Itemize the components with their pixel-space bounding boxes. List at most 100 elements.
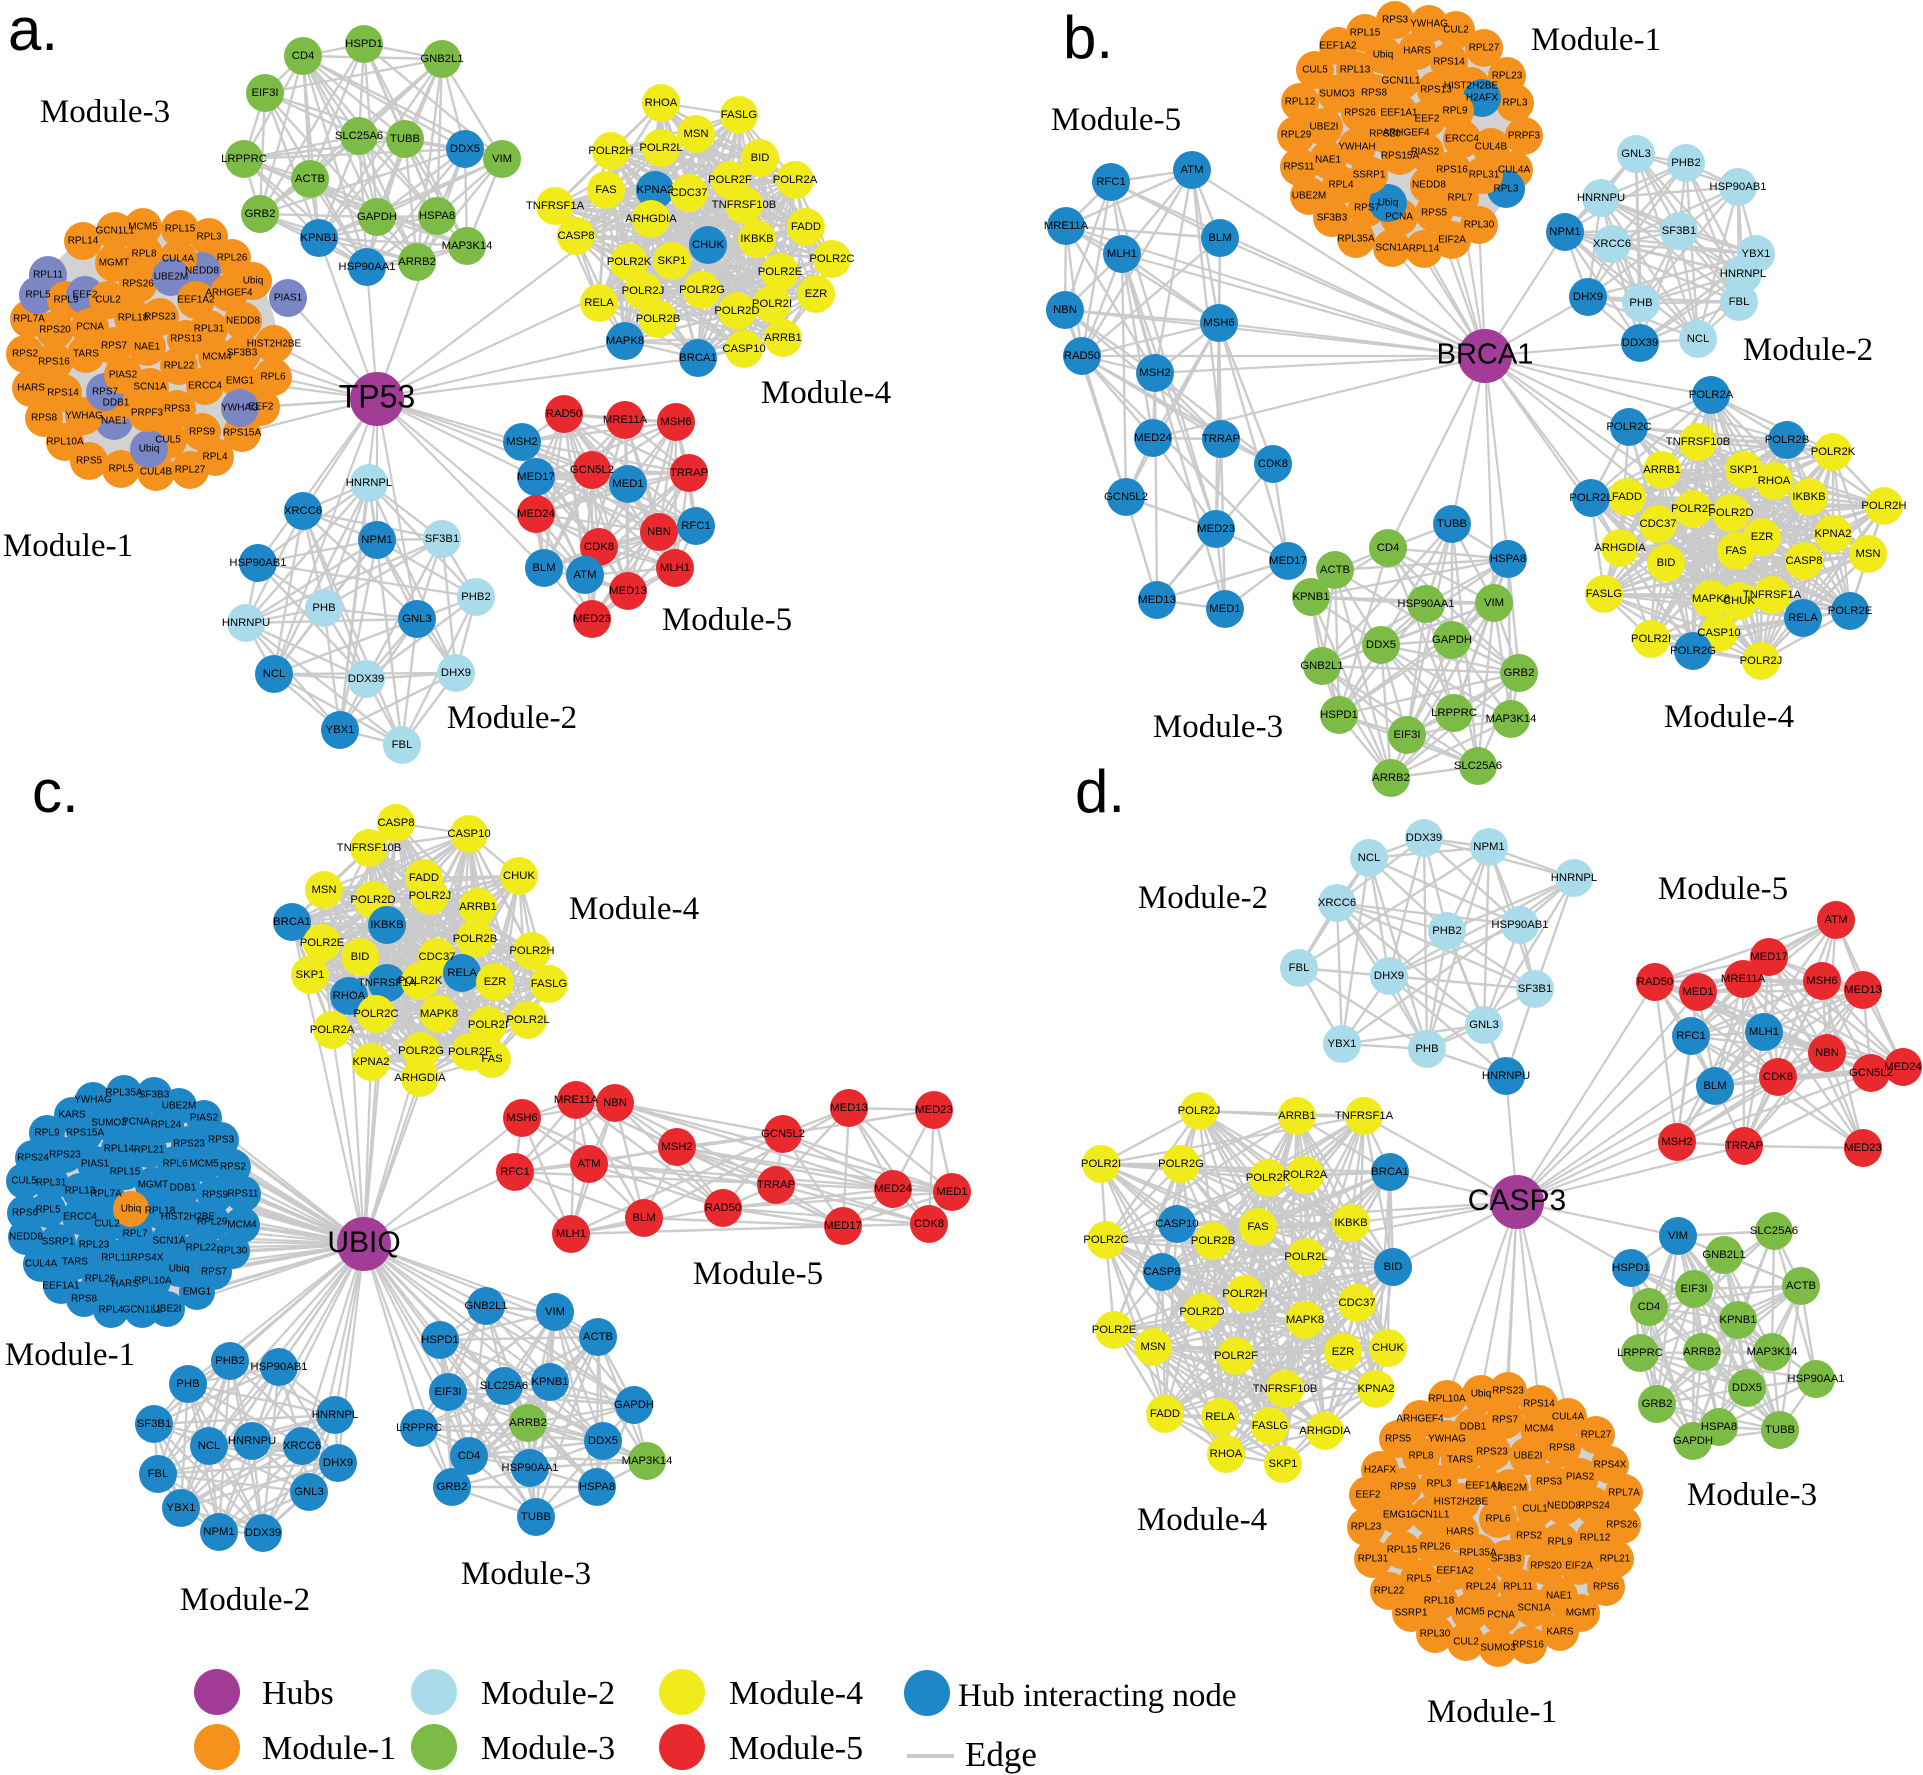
svg-text:RPS8: RPS8 xyxy=(71,1294,98,1305)
svg-text:RPS7: RPS7 xyxy=(1492,1415,1519,1426)
svg-text:POLR2G: POLR2G xyxy=(679,284,725,296)
svg-text:RPL27: RPL27 xyxy=(1469,43,1500,54)
svg-text:RPL14: RPL14 xyxy=(68,236,99,247)
svg-text:MED17: MED17 xyxy=(824,1220,862,1232)
svg-text:RPL8: RPL8 xyxy=(1408,1451,1433,1462)
svg-text:DDB1: DDB1 xyxy=(1460,1422,1487,1433)
svg-text:ARRB2: ARRB2 xyxy=(1372,772,1410,784)
svg-text:POLR2A: POLR2A xyxy=(310,1024,355,1036)
svg-text:DDX5: DDX5 xyxy=(1366,639,1396,651)
svg-text:ARRB2: ARRB2 xyxy=(1683,1346,1721,1358)
svg-text:RPL10A: RPL10A xyxy=(1428,1394,1466,1405)
svg-text:RPL11: RPL11 xyxy=(33,270,63,281)
svg-text:RAD50: RAD50 xyxy=(1064,350,1100,362)
svg-text:BRCA1: BRCA1 xyxy=(273,916,311,928)
svg-text:RPL3: RPL3 xyxy=(196,232,221,243)
svg-text:NBN: NBN xyxy=(1053,304,1077,316)
svg-text:UBE2M: UBE2M xyxy=(162,1101,196,1112)
svg-text:SF3B3: SF3B3 xyxy=(227,348,258,359)
svg-text:MAPK8: MAPK8 xyxy=(420,1008,458,1020)
svg-text:TUBB: TUBB xyxy=(390,133,420,145)
svg-text:RPL7A: RPL7A xyxy=(90,1189,122,1200)
svg-text:POLR2C: POLR2C xyxy=(1083,1234,1128,1246)
svg-text:POLR2K: POLR2K xyxy=(607,256,652,268)
svg-text:EMG1: EMG1 xyxy=(183,1287,212,1298)
svg-text:POLR2G: POLR2G xyxy=(1158,1158,1204,1170)
svg-text:YWHAH: YWHAH xyxy=(1338,142,1375,153)
svg-text:TARS: TARS xyxy=(1447,1455,1473,1466)
svg-text:FASLG: FASLG xyxy=(531,978,567,990)
svg-text:DDX5: DDX5 xyxy=(450,143,480,155)
svg-text:RPL18: RPL18 xyxy=(118,313,149,324)
svg-text:KPNA2: KPNA2 xyxy=(352,1056,389,1068)
svg-text:GNL3: GNL3 xyxy=(294,1486,324,1498)
svg-text:ARHGDIA: ARHGDIA xyxy=(1299,1425,1351,1437)
svg-text:MSH6: MSH6 xyxy=(506,1112,537,1124)
svg-text:NPM1: NPM1 xyxy=(361,534,392,546)
svg-text:PIAS2: PIAS2 xyxy=(190,1113,219,1124)
svg-text:ARRB1: ARRB1 xyxy=(1643,464,1681,476)
svg-text:IKBKB: IKBKB xyxy=(1792,491,1825,503)
svg-text:CASP10: CASP10 xyxy=(447,828,490,840)
svg-text:RPS2: RPS2 xyxy=(220,1162,247,1173)
svg-text:FBL: FBL xyxy=(392,739,413,751)
svg-text:EEF1A2: EEF1A2 xyxy=(1436,1566,1474,1577)
svg-text:RPS20: RPS20 xyxy=(1530,1561,1562,1572)
svg-text:ATM: ATM xyxy=(1824,914,1847,926)
svg-text:MSH6: MSH6 xyxy=(1806,975,1837,987)
svg-text:NPM1: NPM1 xyxy=(1549,226,1580,238)
svg-text:MED13: MED13 xyxy=(1138,594,1176,606)
svg-text:Module-2: Module-2 xyxy=(1138,880,1268,916)
svg-text:HSPA8: HSPA8 xyxy=(1701,1421,1737,1433)
svg-text:TNFRSF10B: TNFRSF10B xyxy=(1253,1383,1318,1395)
svg-text:ARHGEF4: ARHGEF4 xyxy=(1396,1414,1444,1425)
svg-text:GAPDH: GAPDH xyxy=(1673,1435,1713,1447)
svg-text:MAP3K14: MAP3K14 xyxy=(442,240,493,252)
svg-text:MCM5: MCM5 xyxy=(128,222,158,233)
svg-text:Ubiq: Ubiq xyxy=(243,276,264,287)
svg-text:PIAS1: PIAS1 xyxy=(81,1159,110,1170)
svg-text:GNL3: GNL3 xyxy=(1621,148,1651,160)
svg-text:RPS26: RPS26 xyxy=(122,279,154,290)
svg-text:SUMO3: SUMO3 xyxy=(1480,1643,1516,1654)
svg-text:c.: c. xyxy=(32,758,79,825)
svg-text:MGMT: MGMT xyxy=(99,258,130,269)
svg-text:TNFRSF10B: TNFRSF10B xyxy=(1666,436,1731,448)
svg-text:RPL15: RPL15 xyxy=(110,1167,141,1178)
svg-text:HSPA8: HSPA8 xyxy=(419,210,455,222)
svg-text:HNRNPL: HNRNPL xyxy=(1551,872,1597,884)
svg-text:RPL24: RPL24 xyxy=(151,1120,182,1131)
svg-text:b.: b. xyxy=(1063,4,1113,71)
svg-text:IKBKB: IKBKB xyxy=(740,233,773,245)
svg-text:NEDD8: NEDD8 xyxy=(185,266,219,277)
svg-text:GCN5L2: GCN5L2 xyxy=(761,1128,805,1140)
svg-text:ARHGEF4: ARHGEF4 xyxy=(205,288,253,299)
svg-text:PHB2: PHB2 xyxy=(215,1355,245,1367)
svg-text:FBL: FBL xyxy=(1289,962,1310,974)
svg-text:MCM5: MCM5 xyxy=(189,1159,219,1170)
svg-text:RPL9: RPL9 xyxy=(1547,1537,1572,1548)
svg-text:RPS16: RPS16 xyxy=(1512,1640,1544,1651)
svg-text:GNL3: GNL3 xyxy=(1469,1019,1499,1031)
svg-text:BLM: BLM xyxy=(632,1212,655,1224)
svg-text:RPS11: RPS11 xyxy=(1284,162,1315,173)
svg-text:SKP1: SKP1 xyxy=(658,255,687,267)
svg-text:RPS8: RPS8 xyxy=(31,413,58,424)
svg-text:CUL1: CUL1 xyxy=(1522,1504,1548,1515)
svg-text:POLR2K: POLR2K xyxy=(1811,446,1856,458)
svg-text:CASP10: CASP10 xyxy=(722,343,765,355)
svg-text:MLH1: MLH1 xyxy=(556,1228,586,1240)
svg-text:HSPD1: HSPD1 xyxy=(1612,1262,1650,1274)
svg-text:HSP90AA1: HSP90AA1 xyxy=(338,261,395,273)
svg-text:SF3B3: SF3B3 xyxy=(1491,1554,1522,1565)
svg-text:HSPA8: HSPA8 xyxy=(1490,553,1526,565)
svg-text:RPL30: RPL30 xyxy=(217,1246,248,1257)
svg-text:MED13: MED13 xyxy=(1844,984,1882,996)
svg-text:KPNB1: KPNB1 xyxy=(1719,1314,1756,1326)
svg-text:PCNA: PCNA xyxy=(122,1117,150,1128)
svg-text:RPS14: RPS14 xyxy=(1433,57,1465,68)
svg-text:ACTB: ACTB xyxy=(1320,564,1350,576)
svg-text:RPS5: RPS5 xyxy=(1385,1434,1412,1445)
svg-text:SF3B1: SF3B1 xyxy=(1518,983,1553,995)
svg-text:ARHGDIA: ARHGDIA xyxy=(625,213,677,225)
